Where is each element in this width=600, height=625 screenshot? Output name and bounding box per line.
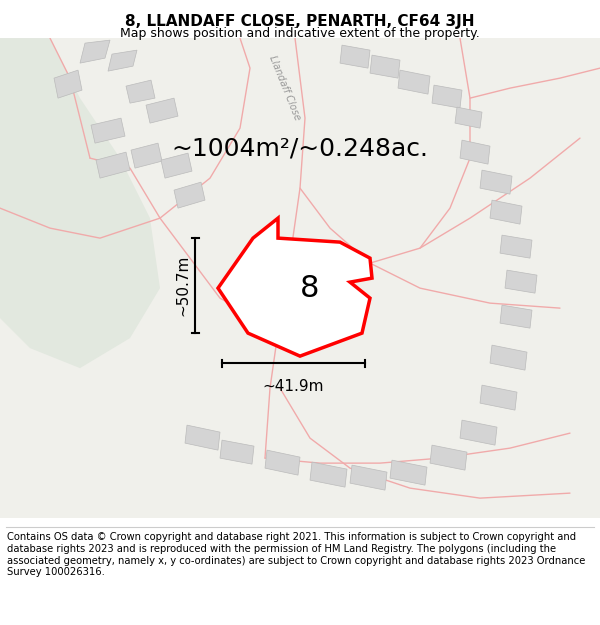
Text: ~41.9m: ~41.9m [263,379,324,394]
Polygon shape [430,445,467,470]
Polygon shape [161,153,192,178]
Polygon shape [0,38,160,368]
Polygon shape [96,152,130,178]
Polygon shape [218,218,372,356]
Polygon shape [432,85,462,108]
Polygon shape [505,270,537,293]
Polygon shape [220,440,254,464]
Polygon shape [460,140,490,164]
Polygon shape [350,465,387,490]
Polygon shape [126,80,155,103]
Text: Map shows position and indicative extent of the property.: Map shows position and indicative extent… [120,27,480,40]
Polygon shape [340,45,370,68]
Text: Contains OS data © Crown copyright and database right 2021. This information is : Contains OS data © Crown copyright and d… [7,532,586,578]
Polygon shape [131,143,162,168]
Polygon shape [265,450,300,475]
Polygon shape [390,460,427,485]
Polygon shape [480,385,517,410]
Polygon shape [455,107,482,128]
Polygon shape [146,98,178,123]
Polygon shape [370,55,400,78]
Polygon shape [480,170,512,194]
Polygon shape [91,118,125,143]
Polygon shape [490,200,522,224]
Text: 8, LLANDAFF CLOSE, PENARTH, CF64 3JH: 8, LLANDAFF CLOSE, PENARTH, CF64 3JH [125,14,475,29]
Text: ~1004m²/~0.248ac.: ~1004m²/~0.248ac. [172,136,428,160]
Polygon shape [174,182,205,208]
Text: Llandaff Close: Llandaff Close [268,54,302,122]
Polygon shape [108,50,137,71]
Polygon shape [310,462,347,487]
Polygon shape [398,70,430,94]
Text: ~50.7m: ~50.7m [175,255,190,316]
Polygon shape [500,305,532,328]
Polygon shape [80,40,110,63]
Text: 8: 8 [300,274,320,302]
Polygon shape [185,425,220,450]
Polygon shape [490,345,527,370]
Polygon shape [54,70,82,98]
Polygon shape [500,235,532,258]
Polygon shape [460,420,497,445]
